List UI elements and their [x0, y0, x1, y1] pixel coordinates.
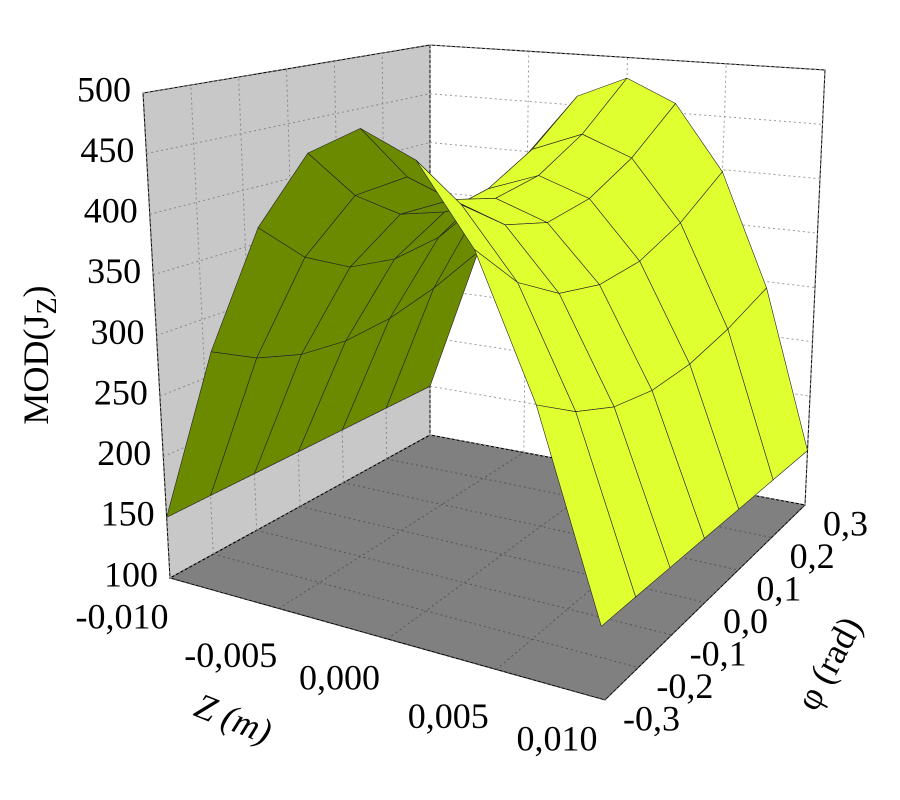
z-axis-title-sub: Z [32, 297, 63, 314]
x-tick-label: 0,010 [517, 718, 598, 758]
floor-grid-line [213, 553, 639, 668]
z-tick-label: 100 [104, 554, 158, 594]
x-tick-label: 0,000 [299, 657, 380, 697]
left-grid-line [190, 84, 214, 555]
x-tick-label: -0,010 [76, 596, 169, 636]
z-axis-title-close: ) [16, 285, 56, 297]
z-axis-title-main: MOD(J [16, 315, 56, 425]
z-tick-label: 300 [91, 312, 145, 352]
surface [166, 77, 808, 627]
left-grid-line [146, 93, 431, 155]
y-tick-label: 0,0 [723, 601, 768, 641]
y-tick-label: 0,1 [756, 568, 801, 608]
y-tick-label: -0,1 [690, 633, 747, 673]
x-tick-label: 0,005 [408, 696, 489, 736]
y-axis-title: φ (rad) [788, 610, 870, 717]
z-tick-label: 350 [87, 251, 141, 291]
floor-grid-line [604, 504, 806, 701]
x-tick-label: -0,005 [184, 635, 277, 675]
y-tick-label: -0,3 [623, 698, 680, 738]
z-tick-label: 500 [77, 69, 131, 109]
y-tick-label: 0,2 [790, 536, 835, 576]
left-grid-line [142, 92, 171, 579]
z-tick-label: 450 [80, 130, 134, 170]
z-tick-label: 200 [97, 433, 151, 473]
floor-grid-line [278, 452, 525, 609]
y-tick-label: 0,3 [823, 503, 868, 543]
y-tick-label: -0,2 [656, 666, 713, 706]
x-axis-title: Z (m) [189, 685, 277, 752]
z-tick-label: 400 [84, 191, 138, 231]
left-grid-line [142, 44, 431, 94]
surface-patch [535, 404, 636, 627]
z-tick-label: 150 [101, 494, 155, 534]
z-axis-title: MOD(JZ) [16, 285, 63, 424]
floor-grid-line [169, 577, 606, 701]
back-grid-line [429, 44, 826, 71]
z-tick-label: 250 [94, 372, 148, 412]
